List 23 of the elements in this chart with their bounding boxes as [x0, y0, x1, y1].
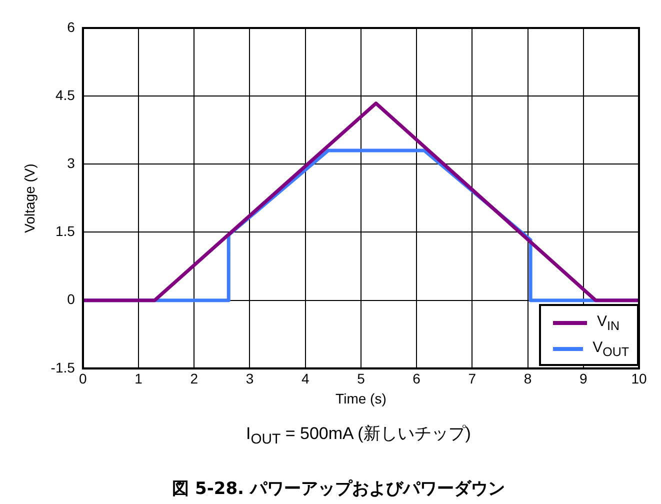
- y-axis-title: Voltage (V): [21, 164, 38, 233]
- legend-label: V$_{IN}$: [597, 313, 620, 334]
- x-tick-label: 3: [246, 370, 254, 387]
- x-tick-label: 6: [412, 370, 421, 387]
- x-tick-label: 0: [79, 370, 88, 387]
- x-tick-label: 9: [579, 370, 588, 387]
- x-tick-label: 2: [190, 370, 198, 387]
- x-axis-title: Time (s): [336, 390, 386, 406]
- y-tick-label: 0: [67, 291, 76, 308]
- x-tick-label: 7: [468, 370, 476, 387]
- x-tick-label: 4: [301, 370, 310, 387]
- y-tick-label: 1.5: [55, 223, 76, 240]
- y-tick-label: -1.5: [50, 359, 76, 376]
- y-tick-label: 3: [67, 155, 76, 172]
- x-tick-label: 10: [631, 370, 647, 387]
- y-tick-label: 6: [67, 18, 76, 35]
- text: I$_{OUT}$ = 500mA (新しいチップ): [245, 423, 472, 448]
- y-tick-label: 4.5: [55, 86, 76, 103]
- text: 図 5-28. パワーアップおよびパワーダウン: [171, 478, 506, 500]
- x-tick-label: 5: [357, 370, 366, 387]
- x-tick-label: 8: [524, 370, 532, 387]
- legend-label: V$_{OUT}$: [592, 339, 629, 360]
- x-tick-label: 1: [134, 370, 143, 387]
